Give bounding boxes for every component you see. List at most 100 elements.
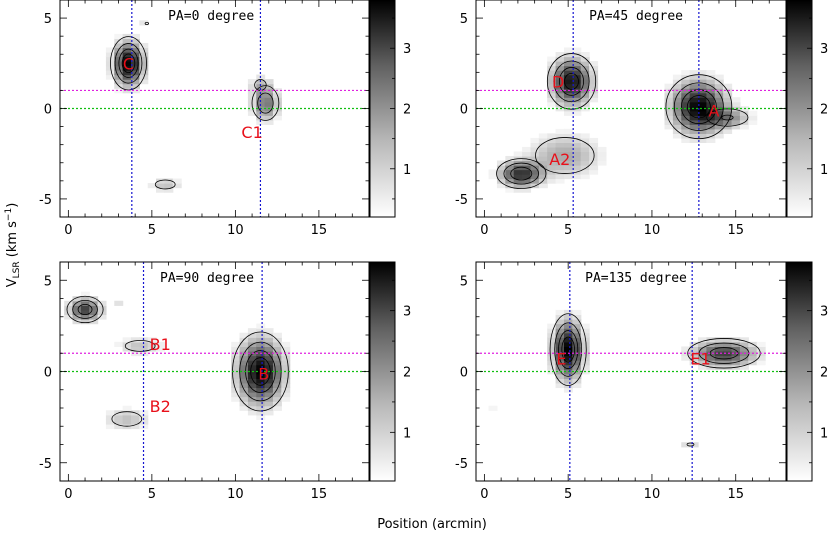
heatmap-cell (505, 174, 515, 180)
heatmap-cell (231, 396, 241, 402)
heatmap-cell (689, 124, 699, 130)
heatmap-cell (706, 88, 716, 94)
heatmap-cell (597, 146, 607, 153)
contour-line (144, 21, 149, 26)
heatmap-cell (748, 115, 758, 121)
heatmap-cell (122, 414, 132, 420)
heatmap-cell (580, 155, 590, 162)
heatmap-cell (488, 174, 498, 180)
contour-line (554, 322, 583, 377)
heatmap-cell (505, 155, 515, 162)
heatmap-cell (281, 355, 291, 361)
heatmap-cell (672, 74, 682, 80)
colorbar-tick-label: 2 (820, 366, 828, 381)
heatmap-cell (563, 165, 573, 171)
heatmap-cell (714, 74, 724, 80)
heatmap-cell (247, 410, 257, 416)
heatmap-cell (589, 61, 599, 67)
heatmap-cell (563, 323, 573, 329)
heatmap-cell (89, 296, 99, 302)
heatmap-cell (748, 110, 758, 116)
heatmap-cell (714, 97, 724, 103)
heatmap-cell (114, 419, 124, 425)
heatmap-cell (547, 155, 557, 162)
heatmap-cell (689, 79, 699, 85)
heatmap-cell (139, 56, 149, 62)
colorbar: 1 2 3 (786, 0, 828, 218)
heatmap-cell (547, 74, 557, 80)
heatmap-cell (664, 101, 674, 107)
heatmap-cell (698, 110, 708, 116)
heatmap-cell (555, 160, 565, 166)
heatmap-cell (264, 401, 274, 407)
heatmap-cell (97, 300, 107, 306)
heatmap-cell (505, 183, 515, 189)
colorbar: 1 2 3 (369, 261, 411, 482)
heatmap-cell (547, 65, 557, 71)
heatmap-cell (681, 79, 691, 85)
heatmap-cell (572, 341, 582, 347)
heatmap-cell (139, 346, 149, 352)
heatmap-cell (672, 79, 682, 85)
heatmap-cell (589, 70, 599, 76)
heatmap-cell (264, 337, 274, 343)
heatmap-cell (723, 337, 733, 343)
heatmap-cell (689, 346, 699, 352)
heatmap-cell (681, 97, 691, 103)
heatmap-cell (580, 346, 590, 352)
y-tick-label: -5 (39, 193, 52, 208)
heatmap-cell (563, 341, 573, 347)
heatmap-cell (114, 51, 124, 58)
heatmap-cell (580, 323, 590, 329)
heatmap-cell (256, 341, 266, 347)
source-label: E1 (690, 350, 710, 369)
heatmap-cell (547, 151, 557, 157)
heatmap-cell (247, 405, 257, 411)
heatmap-cell (538, 151, 548, 157)
contour-line (66, 295, 104, 324)
heatmap-cell (80, 300, 90, 306)
heatmap-cell (664, 97, 674, 103)
heatmap-cell (130, 341, 140, 347)
heatmap-cell (714, 124, 724, 130)
heatmap-cell (538, 142, 548, 148)
heatmap-cell (698, 70, 708, 76)
heatmap-cell (672, 101, 682, 107)
heatmap-cell (563, 133, 573, 139)
heatmap-cell (496, 169, 506, 175)
heatmap-cell (522, 151, 532, 157)
heatmap-cell (706, 137, 716, 144)
heatmap-cell (547, 142, 557, 148)
heatmap-cell (130, 419, 140, 425)
heatmap-cell (547, 174, 557, 180)
heatmap-cell (264, 396, 274, 402)
x-tick-label: 0 (64, 223, 72, 238)
heatmap-cell (547, 88, 557, 94)
heatmap-cell (589, 79, 599, 85)
contour-line (250, 357, 271, 386)
heatmap-cell (80, 319, 90, 325)
heatmap-area (476, 262, 786, 481)
x-tick-label: 5 (564, 487, 572, 502)
y-axis-label-exp: −1 (4, 208, 14, 221)
heatmap-cell (272, 97, 282, 103)
heatmap-cell (547, 350, 557, 357)
heatmap-cell (139, 70, 149, 76)
heatmap-cell (256, 387, 266, 393)
heatmap-cell (281, 387, 291, 393)
heatmap-cell (156, 183, 165, 189)
heatmap-cell (247, 337, 257, 343)
heatmap-cell (264, 382, 274, 389)
heatmap-cell (122, 42, 132, 49)
heatmap-cell (580, 70, 590, 76)
heatmap-cell (572, 74, 582, 80)
heatmap-cell (739, 124, 749, 130)
heatmap-cell (513, 183, 523, 189)
heatmap-cell (89, 309, 99, 316)
x-tick-label: 10 (227, 487, 244, 502)
heatmap-cell (563, 142, 573, 148)
heatmap-cell (272, 346, 282, 352)
heatmap-cell (689, 70, 699, 76)
heatmap-cell (563, 155, 573, 162)
contour-line (510, 166, 533, 181)
